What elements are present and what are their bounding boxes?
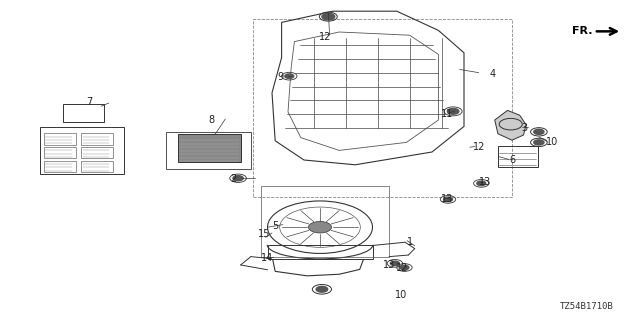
Bar xyxy=(81,133,113,145)
Text: 13: 13 xyxy=(440,194,453,204)
Text: 3: 3 xyxy=(522,123,528,133)
Text: 12: 12 xyxy=(319,32,332,42)
Circle shape xyxy=(447,108,459,114)
Text: 9: 9 xyxy=(277,72,284,83)
Bar xyxy=(40,127,124,174)
Text: 12: 12 xyxy=(472,142,485,152)
Polygon shape xyxy=(495,110,526,140)
Text: 1: 1 xyxy=(406,236,413,247)
Circle shape xyxy=(477,181,486,186)
Text: 6: 6 xyxy=(509,155,515,165)
Bar xyxy=(253,19,512,197)
Text: 14: 14 xyxy=(261,253,274,263)
Circle shape xyxy=(400,265,409,270)
Bar xyxy=(44,147,76,158)
Bar xyxy=(178,134,241,162)
Bar xyxy=(44,133,76,145)
Circle shape xyxy=(308,221,332,233)
Text: 2: 2 xyxy=(230,174,237,184)
Bar xyxy=(44,161,76,172)
Text: FR.: FR. xyxy=(572,26,593,36)
Text: 12: 12 xyxy=(396,263,408,273)
Bar xyxy=(261,186,389,257)
Circle shape xyxy=(233,176,243,181)
Text: 13: 13 xyxy=(479,177,492,188)
Text: 5: 5 xyxy=(272,220,278,231)
Circle shape xyxy=(285,74,294,78)
Text: 10: 10 xyxy=(395,290,408,300)
Circle shape xyxy=(534,129,544,134)
Circle shape xyxy=(390,261,399,266)
Text: 13: 13 xyxy=(383,260,396,270)
Circle shape xyxy=(444,197,452,202)
Circle shape xyxy=(316,286,328,292)
Bar xyxy=(166,132,251,169)
Bar xyxy=(268,245,373,259)
Text: 4: 4 xyxy=(490,68,496,79)
Text: TZ54B1710B: TZ54B1710B xyxy=(559,302,613,311)
Text: 7: 7 xyxy=(86,97,93,108)
Text: 10: 10 xyxy=(545,137,558,148)
Circle shape xyxy=(322,13,335,20)
Bar xyxy=(81,161,113,172)
Bar xyxy=(63,104,104,122)
Text: 8: 8 xyxy=(208,115,214,125)
Bar xyxy=(498,146,538,167)
Text: 15: 15 xyxy=(258,229,271,239)
Text: 11: 11 xyxy=(440,109,453,119)
Circle shape xyxy=(534,140,544,145)
Bar xyxy=(81,147,113,158)
